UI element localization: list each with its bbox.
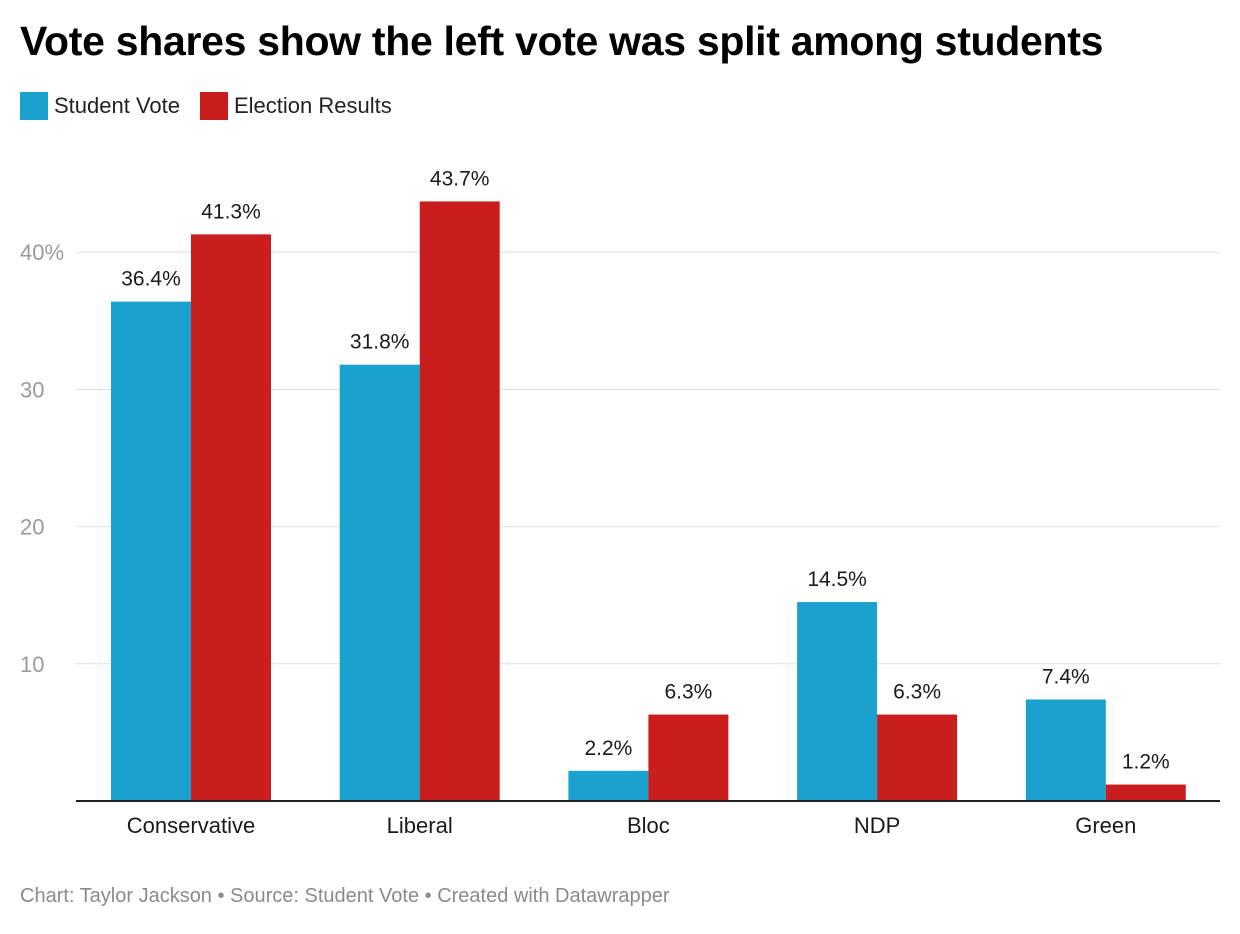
- chart-title: Vote shares show the left vote was split…: [20, 18, 1104, 64]
- bar-ndp-student-vote: [797, 602, 878, 801]
- legend-label-student-vote: Student Vote: [54, 93, 180, 118]
- data-label: 43.7%: [430, 167, 490, 190]
- data-label: 1.2%: [1122, 751, 1170, 774]
- legend-item-student-vote: Student Vote: [20, 92, 180, 120]
- legend-swatch-student-vote: [20, 92, 48, 120]
- legend-item-election-results: Election Results: [200, 92, 392, 120]
- legend: Student Vote Election Results: [20, 92, 412, 120]
- data-label: 6.3%: [664, 681, 712, 704]
- bar-green-student-vote: [1025, 699, 1106, 801]
- data-label: 36.4%: [121, 268, 181, 291]
- x-tick-label: Bloc: [627, 813, 670, 838]
- data-label: 6.3%: [893, 681, 941, 704]
- y-tick-label: 40%: [20, 240, 64, 265]
- x-tick-label: Green: [1075, 813, 1136, 838]
- data-label: 2.2%: [584, 737, 632, 760]
- legend-swatch-election-results: [200, 92, 228, 120]
- data-label: 14.5%: [807, 568, 867, 591]
- bar-bloc-election-results: [648, 714, 729, 801]
- legend-label-election-results: Election Results: [234, 93, 392, 118]
- x-tick-label: Liberal: [387, 813, 453, 838]
- data-label: 31.8%: [350, 331, 410, 354]
- y-tick-label: 30: [20, 377, 44, 402]
- y-tick-label: 10: [20, 652, 44, 677]
- bar-bloc-student-vote: [568, 770, 649, 801]
- x-tick-label: NDP: [854, 813, 900, 838]
- bar-liberal-student-vote: [339, 364, 420, 801]
- x-tick-label: Conservative: [127, 813, 255, 838]
- bar-conservative-student-vote: [111, 301, 191, 801]
- y-tick-label: 20: [20, 515, 44, 540]
- data-label: 7.4%: [1042, 665, 1090, 688]
- bar-liberal-election-results: [419, 201, 500, 801]
- bar-conservative-election-results: [191, 234, 271, 801]
- bar-green-election-results: [1105, 784, 1186, 801]
- chart-footer: Chart: Taylor Jackson • Source: Student …: [20, 885, 670, 907]
- data-label: 41.3%: [201, 200, 261, 223]
- bar-ndp-election-results: [877, 714, 958, 801]
